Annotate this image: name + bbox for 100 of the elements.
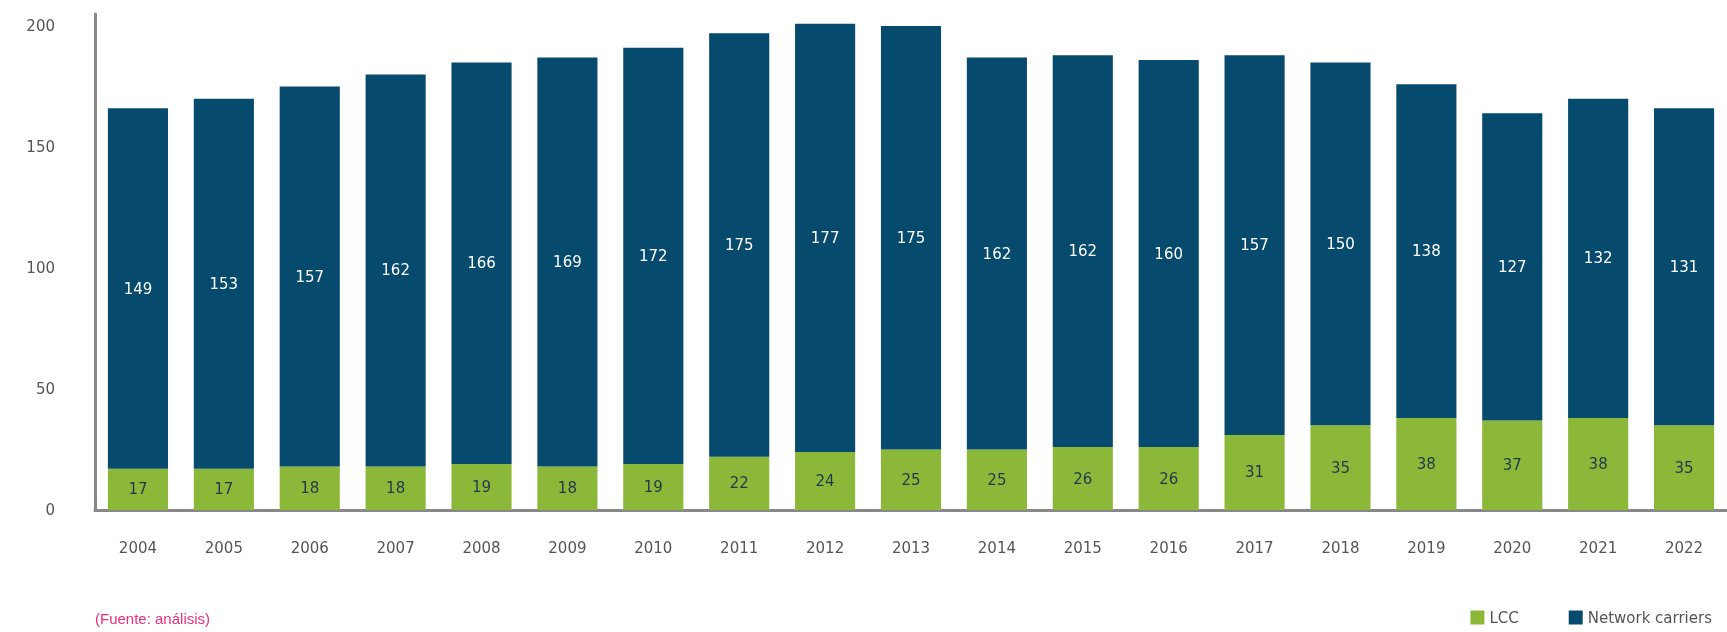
bar xyxy=(537,57,598,467)
data-label: 37 xyxy=(1502,456,1522,475)
x-tick-label: 2020 xyxy=(1493,538,1532,557)
data-label: 172 xyxy=(639,246,668,265)
data-label: 26 xyxy=(1073,469,1093,488)
y-tick-label: 50 xyxy=(35,380,55,399)
data-label: 153 xyxy=(209,274,239,293)
data-label: 19 xyxy=(471,478,492,497)
data-label: 38 xyxy=(1416,455,1436,474)
x-tick-label: 2016 xyxy=(1149,538,1188,557)
x-tick-label: 2014 xyxy=(977,538,1016,557)
data-label: 35 xyxy=(1330,458,1351,477)
x-tick-label: 2013 xyxy=(891,538,931,557)
bar xyxy=(537,466,598,510)
data-label: 138 xyxy=(1412,242,1441,261)
bar xyxy=(1568,418,1629,510)
y-tick-label: 100 xyxy=(26,259,55,278)
y-tick-label: 0 xyxy=(45,501,55,519)
legend-label: LCC xyxy=(1489,608,1519,627)
bar xyxy=(623,47,684,465)
x-tick-label: 2006 xyxy=(290,538,329,557)
bar xyxy=(1653,425,1715,510)
y-tick-label: 200 xyxy=(26,17,55,36)
bar xyxy=(1224,435,1285,510)
data-label: 132 xyxy=(1583,249,1613,268)
bar xyxy=(1568,98,1629,419)
bar xyxy=(193,98,254,469)
data-label: 149 xyxy=(123,279,153,298)
bar xyxy=(365,466,426,510)
x-tick-label: 2009 xyxy=(548,538,587,557)
y-tick-label: 150 xyxy=(26,138,55,157)
data-label: 38 xyxy=(1588,455,1608,474)
data-label: 166 xyxy=(467,254,496,273)
data-label: 157 xyxy=(295,267,325,286)
data-label: 160 xyxy=(1154,244,1183,263)
bar xyxy=(1052,55,1113,448)
x-tick-label: 2021 xyxy=(1579,538,1618,557)
x-tick-label: 2007 xyxy=(376,538,415,557)
data-label: 19 xyxy=(643,478,663,497)
data-label: 25 xyxy=(987,470,1007,489)
x-tick-label: 2012 xyxy=(806,538,845,557)
bar xyxy=(1310,425,1371,510)
bar xyxy=(451,62,512,465)
data-label: 175 xyxy=(896,228,926,247)
bar xyxy=(279,466,340,510)
x-tick-label: 2010 xyxy=(634,538,673,557)
data-label: 169 xyxy=(553,253,582,271)
bar xyxy=(795,451,856,510)
bar xyxy=(107,468,169,510)
bar xyxy=(279,86,340,467)
legend-label: Network carriers xyxy=(1587,608,1713,627)
bar xyxy=(709,456,770,510)
bar xyxy=(451,464,512,510)
data-label: 17 xyxy=(214,480,234,499)
data-label: 18 xyxy=(386,479,406,498)
bar xyxy=(880,26,942,450)
data-label: 17 xyxy=(128,480,148,499)
x-tick-label: 2011 xyxy=(720,538,759,557)
bar xyxy=(1224,55,1285,435)
text: (Fuente: análisis) xyxy=(95,610,211,627)
data-label: 177 xyxy=(810,228,840,247)
data-label: 162 xyxy=(982,244,1012,263)
data-label: 162 xyxy=(381,261,410,280)
x-tick-label: 2015 xyxy=(1063,538,1102,557)
data-label: 127 xyxy=(1497,257,1527,276)
x-tick-label: 2008 xyxy=(462,538,501,557)
data-label: 26 xyxy=(1159,469,1179,488)
bar xyxy=(623,464,684,510)
data-label: 162 xyxy=(1068,242,1098,261)
x-tick-label: 2005 xyxy=(204,538,243,557)
bar xyxy=(709,33,770,457)
data-label: 131 xyxy=(1669,257,1699,276)
bar xyxy=(1482,420,1543,510)
data-label: 31 xyxy=(1245,463,1265,482)
data-label: 24 xyxy=(815,471,835,490)
data-label: 150 xyxy=(1326,234,1355,253)
bar xyxy=(966,449,1027,510)
data-label: 157 xyxy=(1240,236,1269,255)
bar xyxy=(795,23,856,452)
bar xyxy=(1653,108,1715,426)
bar xyxy=(1310,62,1371,426)
x-tick-label: 2022 xyxy=(1664,538,1704,557)
data-label: 18 xyxy=(557,479,577,498)
bar xyxy=(1396,418,1457,510)
data-label: 35 xyxy=(1674,458,1694,477)
x-tick-label: 2017 xyxy=(1235,538,1274,557)
bar xyxy=(1138,447,1199,510)
x-tick-label: 2004 xyxy=(118,538,158,557)
bar xyxy=(107,108,169,469)
bar xyxy=(966,57,1027,450)
data-label: 175 xyxy=(724,236,754,255)
data-label: 25 xyxy=(901,470,921,489)
bar xyxy=(1138,59,1199,448)
bar xyxy=(365,74,426,467)
bar xyxy=(1482,113,1543,421)
x-tick-label: 2019 xyxy=(1407,538,1446,557)
bar xyxy=(1052,447,1113,510)
bar xyxy=(1396,84,1457,419)
x-tick-label: 2018 xyxy=(1321,538,1360,557)
data-label: 22 xyxy=(729,474,749,493)
